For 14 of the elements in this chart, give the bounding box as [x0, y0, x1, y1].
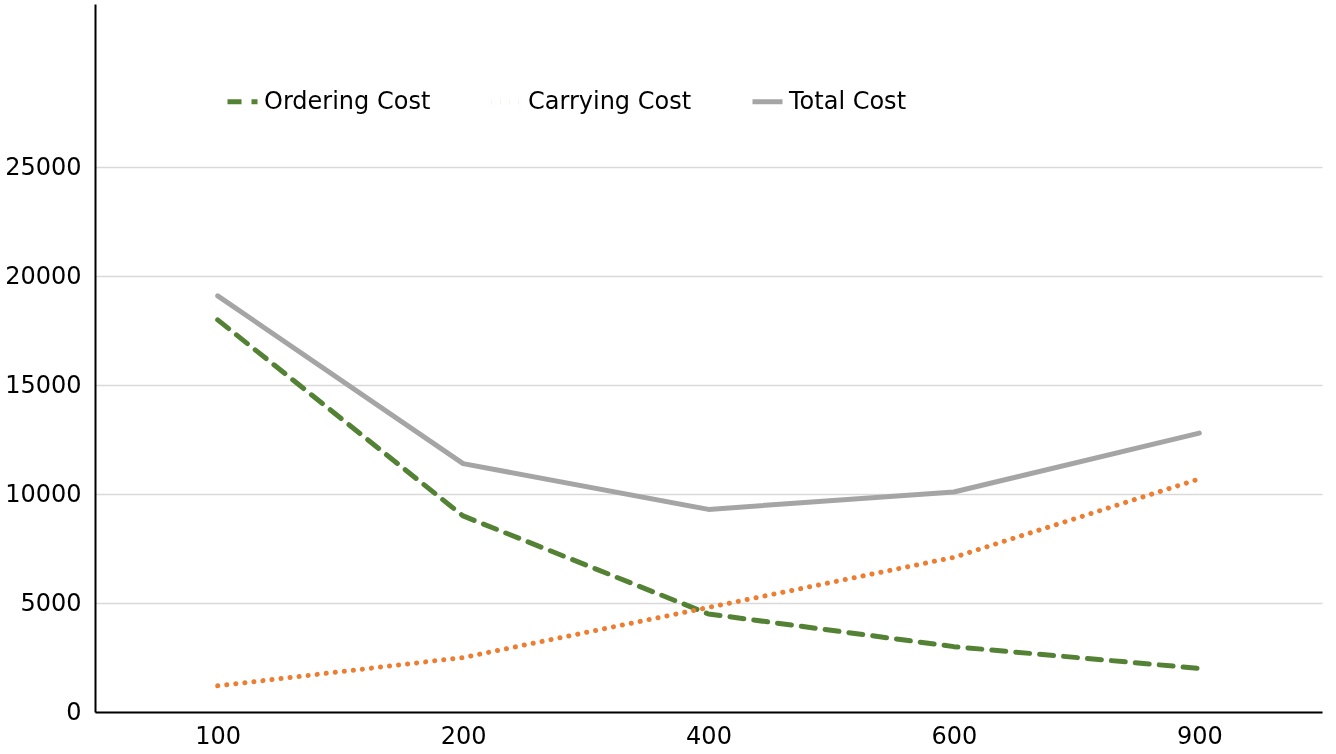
y-tick-label: 5000: [20, 588, 82, 617]
legend-label: Carrying Cost: [528, 86, 692, 115]
x-tick-label: 900: [1176, 721, 1223, 750]
x-tick-label: 200: [440, 721, 487, 750]
legend-label: Total Cost: [788, 86, 907, 115]
legend-label: Ordering Cost: [264, 86, 431, 115]
x-tick-label: 600: [931, 721, 978, 750]
x-tick-label: 100: [195, 721, 242, 750]
y-tick-label: 0: [66, 697, 82, 726]
y-tick-label: 25000: [5, 152, 82, 181]
y-tick-label: 15000: [5, 370, 82, 399]
y-tick-label: 10000: [5, 479, 82, 508]
x-tick-label: 400: [686, 721, 732, 750]
y-tick-label: 20000: [5, 261, 82, 290]
